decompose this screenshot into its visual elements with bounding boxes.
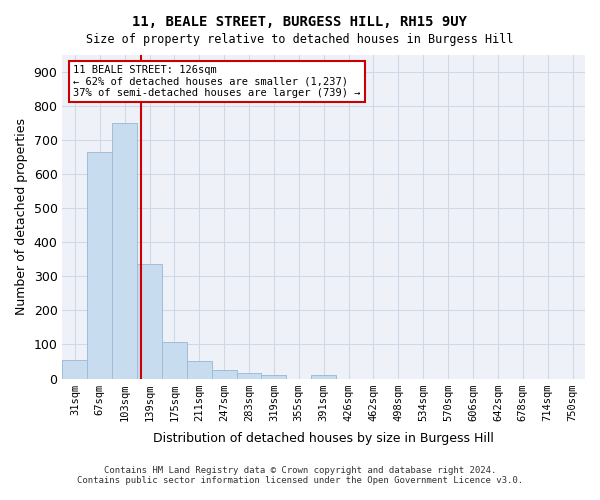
Bar — [137, 264, 162, 378]
Text: 11 BEALE STREET: 126sqm
← 62% of detached houses are smaller (1,237)
37% of semi: 11 BEALE STREET: 126sqm ← 62% of detache… — [73, 64, 361, 98]
Bar — [262, 375, 286, 378]
Bar — [62, 360, 88, 378]
Text: Size of property relative to detached houses in Burgess Hill: Size of property relative to detached ho… — [86, 32, 514, 46]
Text: Contains HM Land Registry data © Crown copyright and database right 2024.
Contai: Contains HM Land Registry data © Crown c… — [77, 466, 523, 485]
Bar — [112, 123, 137, 378]
Bar — [311, 375, 336, 378]
Bar — [187, 361, 212, 378]
Text: 11, BEALE STREET, BURGESS HILL, RH15 9UY: 11, BEALE STREET, BURGESS HILL, RH15 9UY — [133, 15, 467, 29]
Bar — [236, 374, 262, 378]
Bar — [212, 370, 236, 378]
X-axis label: Distribution of detached houses by size in Burgess Hill: Distribution of detached houses by size … — [153, 432, 494, 445]
Bar — [88, 152, 112, 378]
Y-axis label: Number of detached properties: Number of detached properties — [15, 118, 28, 316]
Bar — [162, 342, 187, 378]
